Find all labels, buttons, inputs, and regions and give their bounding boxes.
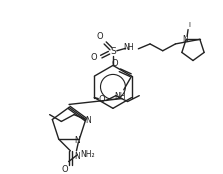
- Text: N: N: [85, 116, 91, 125]
- Text: O: O: [99, 95, 105, 104]
- Text: N: N: [74, 136, 80, 145]
- Text: O: O: [97, 32, 104, 41]
- Text: O: O: [61, 165, 68, 174]
- Text: NH₂: NH₂: [80, 150, 95, 159]
- Text: l: l: [188, 22, 190, 28]
- Text: N: N: [123, 43, 128, 52]
- Text: H: H: [128, 43, 133, 52]
- Text: O: O: [112, 59, 118, 68]
- Text: O: O: [90, 53, 97, 62]
- Text: NH: NH: [114, 92, 126, 101]
- Text: S: S: [110, 47, 116, 56]
- Text: N: N: [74, 152, 80, 161]
- Text: N: N: [182, 35, 188, 44]
